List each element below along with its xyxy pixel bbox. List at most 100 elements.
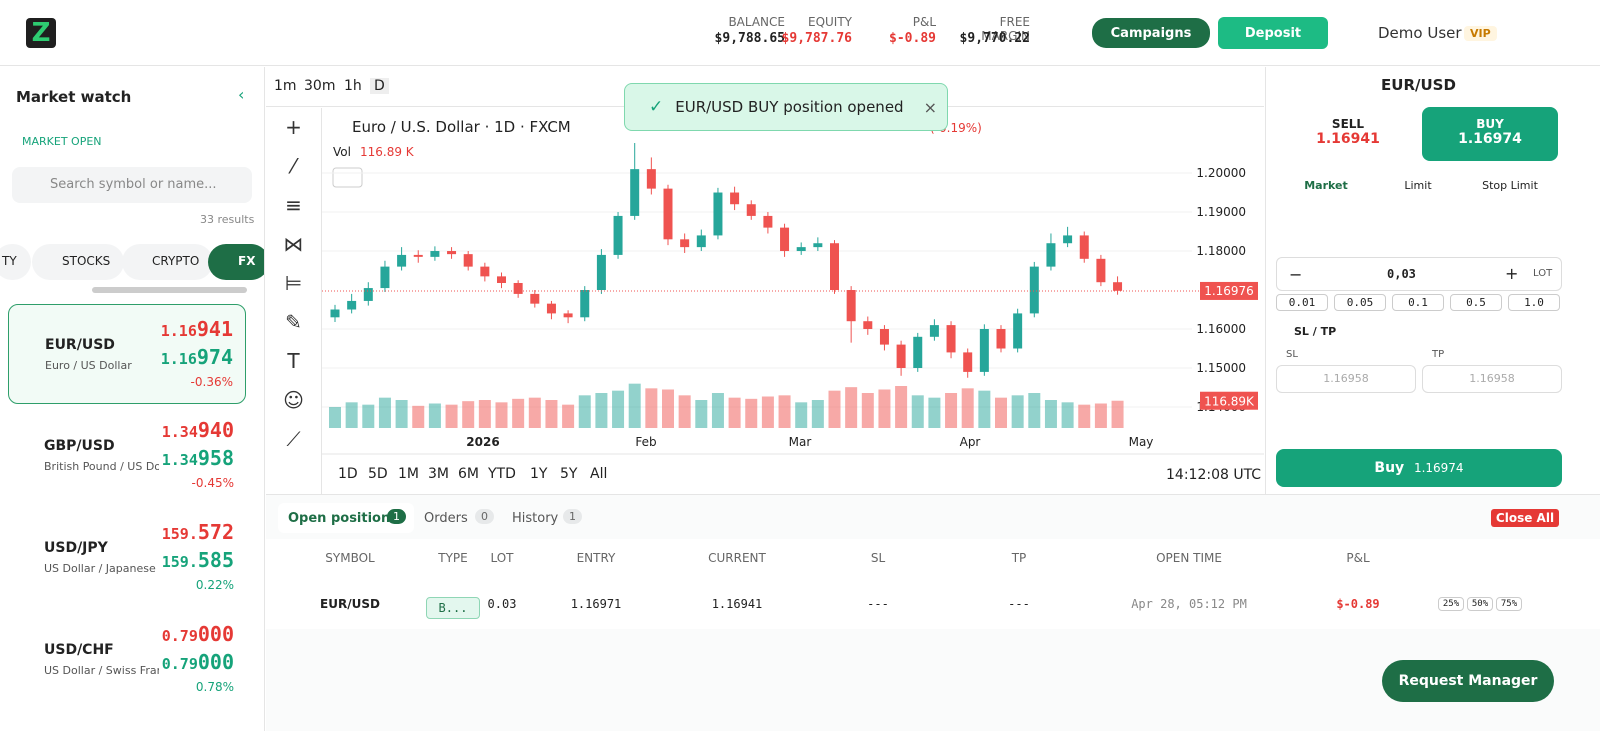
order-type[interactable]: Stop Limit [1482,179,1538,192]
candle-body [613,215,623,255]
tool[interactable]: ≡ [285,193,302,217]
tool[interactable]: ⁄ [291,154,296,178]
stat-label: EQUITY [807,15,852,29]
sell-button[interactable]: SELL 1.16941 [1280,107,1416,161]
watch-item[interactable]: USD/CHF US Dollar / Swiss Franc 0.79000 0.7… [8,610,246,710]
buy-button[interactable]: BUY 1.16974 [1422,107,1558,161]
category-tab[interactable]: STOCKS [32,244,125,280]
volume-bar [362,404,375,428]
tab-count: 1 [563,509,582,524]
tp-input[interactable]: 1.16958 [1422,365,1562,393]
range-button[interactable]: 1M [398,466,419,482]
symbol: USD/JPY [44,540,108,556]
volume-bar [1011,395,1024,428]
candle-body [1096,258,1106,283]
toast-close[interactable]: × [923,97,937,117]
candle-body [979,329,989,372]
scrollbar [92,287,247,293]
bid-price: 1.34940 [162,418,234,442]
buy-price: 1.16974 [1458,131,1522,147]
volume-tag [1200,391,1258,410]
market-status: MARKET OPEN [22,135,102,148]
range-button[interactable]: All [590,466,608,482]
lot-preset[interactable]: 1.0 [1508,294,1560,311]
tool[interactable]: ⟋ [286,427,301,451]
volume-bar [711,393,724,428]
position-tab[interactable]: Orders 0 [414,503,502,533]
tool[interactable]: T [287,349,300,373]
partial-close[interactable]: 50% [1467,597,1493,611]
column-header: P&L [1346,551,1370,565]
tool[interactable]: ⊨ [284,271,303,295]
tool[interactable]: + [285,115,302,139]
tool[interactable]: ✎ [285,310,302,334]
collapse[interactable]: ‹ [238,85,245,104]
lot-preset[interactable]: 0.05 [1334,294,1386,311]
range-button[interactable]: 1D [338,466,358,482]
collapse-legend[interactable] [332,167,363,188]
volume-bar [578,395,591,428]
lot-preset[interactable]: 0.1 [1392,294,1444,311]
price-pips: 000 [197,650,234,674]
cell: --- [1008,597,1030,611]
cell: B... [426,597,480,619]
tool[interactable]: ⋈ [283,232,304,256]
interval[interactable]: D [370,78,389,94]
volume-bar [1094,403,1107,428]
candle-body [363,288,373,301]
position-tab[interactable]: History 1 [502,503,590,533]
toast: ✓ EUR/USD BUY position opened × [624,83,948,131]
minus[interactable]: − [1289,265,1303,284]
campaigns-button[interactable]: Campaigns [1092,18,1210,48]
interval[interactable]: 30m [304,78,336,94]
candle-body [780,227,790,252]
lot-input[interactable]: − 0,03 + LOT [1276,257,1562,291]
volume-bar [911,395,924,428]
price-main: 1.34 [161,423,198,441]
request-manager[interactable]: Request Manager [1382,660,1554,702]
bid-price: 1.16941 [161,317,233,341]
order-panel: EUR/USD SELL 1.16941 BUY 1.16974 Market L… [1265,67,1600,494]
lot-preset[interactable]: 0.01 [1276,294,1328,311]
volume-bar [861,393,874,428]
price-main: 159. [161,525,198,543]
sl-input[interactable]: 1.16958 [1276,365,1416,393]
lot-preset[interactable]: 0.5 [1450,294,1502,311]
category-tab[interactable]: TY [0,244,31,280]
candle-body [1079,235,1089,259]
order-type[interactable]: Market [1304,179,1348,192]
order-type[interactable]: Limit [1404,179,1432,192]
range-button[interactable]: YTD [488,466,516,482]
range-button[interactable]: 5Y [560,466,578,482]
range-button[interactable]: 1Y [530,466,548,482]
volume-bar [695,400,708,428]
partial-close[interactable]: 75% [1496,597,1522,611]
price-tag-label: 1.16976 [1204,284,1254,298]
category-tab[interactable]: CRYPTO [122,244,214,280]
close-all[interactable]: Close All [1491,509,1559,527]
category-tab[interactable]: FX [208,244,264,280]
position-tab[interactable]: Open positions 1 [278,503,414,533]
tool[interactable]: ☺ [283,388,304,412]
logo[interactable]: Z [26,18,56,48]
change: -0.45% [191,476,234,490]
stat-label: P&L [912,15,936,29]
range-button[interactable]: 6M [458,466,479,482]
interval[interactable]: 1m [274,78,297,94]
plus[interactable]: + [1505,264,1519,283]
interval[interactable]: 1h [344,78,362,94]
user-name[interactable]: Demo User [1378,24,1462,42]
deposit-button[interactable]: Deposit [1218,17,1328,49]
range-button[interactable]: 5D [368,466,388,482]
partial-close[interactable]: 25% [1438,597,1464,611]
search-box[interactable]: Search symbol or name... [12,167,252,203]
watch-item[interactable]: EUR/USD Euro / US Dollar 1.16941 1.16974 -0.… [8,304,246,404]
volume-bar [378,397,391,428]
y-tick-label: 1.15000 [1196,361,1246,375]
submit-button[interactable]: Buy 1.16974 [1276,449,1562,487]
range-button[interactable]: 3M [428,466,449,482]
candle-body [463,254,473,267]
volume-tag-label: 116.89K [1204,395,1255,409]
